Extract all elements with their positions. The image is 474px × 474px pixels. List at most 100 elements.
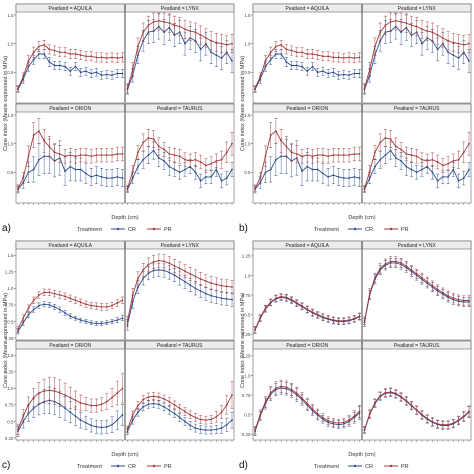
data-point (421, 158, 423, 161)
data-point (74, 155, 77, 158)
data-point (147, 154, 150, 157)
data-point (204, 280, 207, 283)
data-point (231, 59, 233, 62)
facet-strip (125, 103, 235, 113)
y-tick-label: 1.5 (7, 113, 14, 118)
data-point (275, 53, 277, 55)
data-point (225, 298, 228, 300)
series-pr (16, 39, 124, 92)
data-point (152, 402, 155, 405)
data-point (126, 320, 129, 323)
facet-taurus: Peatland = TAURUS (125, 103, 235, 205)
data-point (285, 145, 288, 148)
legend-marker-cr (116, 464, 120, 468)
data-point (363, 187, 366, 190)
data-point (421, 276, 423, 279)
data-point (441, 176, 444, 178)
data-point (74, 53, 77, 55)
data-point (410, 168, 413, 171)
data-point (137, 286, 139, 288)
data-point (332, 56, 335, 59)
data-point (311, 408, 314, 410)
data-point (53, 292, 56, 295)
data-point (152, 149, 155, 152)
data-point (163, 398, 165, 400)
data-point (147, 137, 150, 139)
data-point (111, 423, 113, 426)
data-point (394, 260, 397, 263)
data-point (210, 418, 213, 421)
data-point (173, 412, 176, 415)
chart-panel-d: Cone index (Means expressed in MPa)Peatl… (239, 240, 472, 471)
facet-aquila: Peatland = AQUILA 0.5 1.0 1.5 (7, 3, 125, 104)
legend-title: Treatment (314, 464, 339, 470)
data-point (90, 404, 93, 407)
y-tick-label: 1.5 (244, 13, 251, 18)
y-tick-label: 1.25 (5, 370, 14, 375)
data-point (462, 43, 465, 46)
data-point (295, 51, 298, 54)
data-point (199, 290, 202, 292)
facet-aquila: Peatland = AQUILA 0.25 0.5 0.75 1.0 1.25 1.5 (5, 240, 125, 341)
facet-title: Peatland = ORION (286, 106, 328, 112)
data-point (32, 168, 35, 171)
data-point (95, 322, 98, 325)
data-point (389, 390, 392, 393)
data-point (269, 168, 272, 171)
chart-panel-c: Cone index (Means expressed in MPa)Peatl… (2, 240, 235, 471)
data-point (157, 403, 160, 406)
data-point (105, 306, 108, 308)
data-point (121, 153, 124, 155)
data-point (38, 304, 40, 307)
data-point (254, 187, 256, 190)
facet-lynx: Peatland = LYNX (125, 240, 235, 341)
series-pr (363, 129, 471, 192)
legend-title: Treatment (77, 227, 102, 233)
data-point (348, 74, 350, 77)
data-point (353, 415, 356, 418)
data-point (184, 280, 186, 283)
data-point (95, 56, 98, 59)
legend-label-cr: CR (128, 464, 136, 470)
data-point (53, 390, 56, 392)
facet-strip (15, 103, 125, 113)
data-point (384, 24, 387, 27)
data-point (415, 272, 418, 275)
data-point (173, 274, 176, 277)
data-point (225, 404, 228, 406)
y-tick-label: 1.5 (244, 113, 251, 118)
data-point (163, 269, 165, 272)
data-point (405, 153, 408, 155)
data-point (275, 45, 277, 48)
data-point (436, 180, 439, 182)
data-point (306, 53, 309, 55)
data-point (58, 294, 61, 296)
y-tick-label: 0.25 (5, 336, 14, 341)
data-point (452, 159, 455, 162)
data-point (269, 301, 272, 303)
data-point (199, 278, 202, 281)
data-point (64, 155, 66, 158)
data-point (394, 392, 397, 395)
series-cr (16, 301, 124, 335)
data-point (27, 404, 30, 406)
data-point (85, 303, 87, 306)
legend-label-cr: CR (128, 227, 136, 233)
data-point (264, 155, 267, 158)
y-tick-label: 0.5 (7, 419, 14, 424)
data-point (95, 154, 98, 157)
facet-frame (125, 340, 235, 441)
panel-label: c) (2, 460, 10, 471)
data-point (69, 165, 72, 168)
data-point (379, 158, 382, 161)
facet-title: Peatland = LYNX (161, 243, 200, 249)
panel-label: d) (239, 460, 248, 471)
data-point (447, 294, 449, 297)
data-point (415, 25, 418, 28)
data-point (457, 298, 460, 301)
data-point (126, 187, 129, 190)
data-point (290, 64, 293, 67)
data-point (327, 72, 330, 75)
facet-title: Peatland = AQUILA (48, 243, 92, 249)
data-point (374, 151, 376, 154)
